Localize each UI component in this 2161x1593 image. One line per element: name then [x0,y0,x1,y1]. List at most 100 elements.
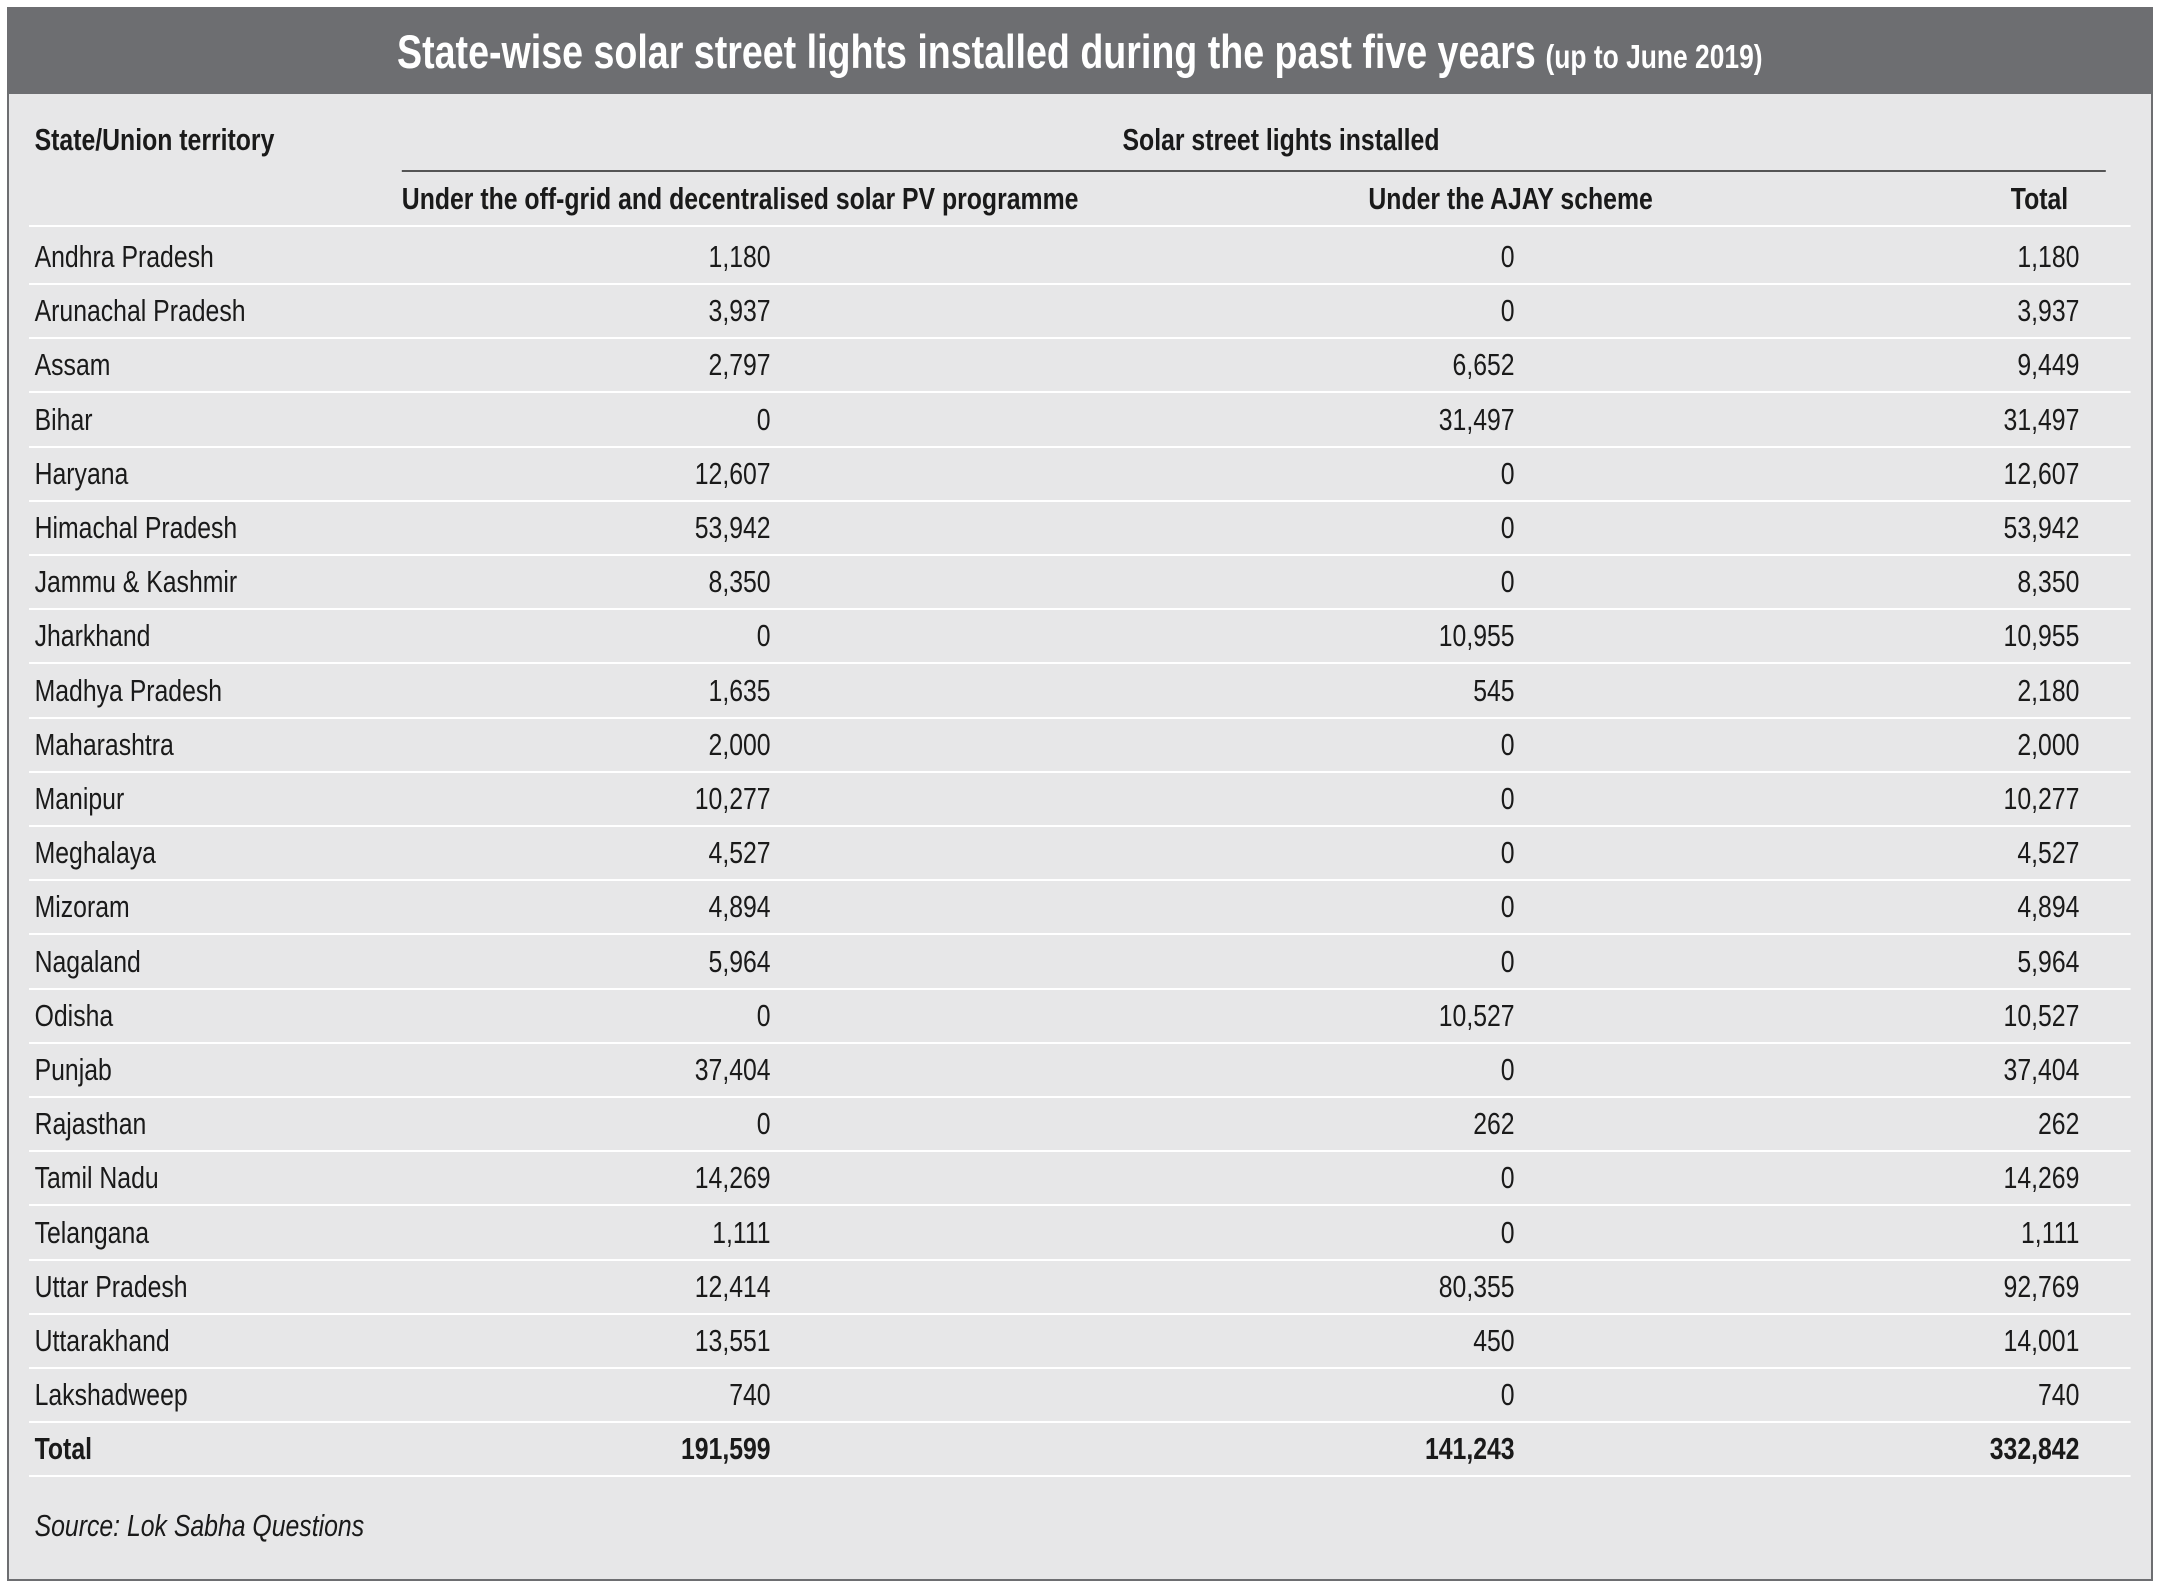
row-label: Meghalaya [34,835,156,871]
cell: 2,180 [2017,672,2080,708]
cell: 191,599 [680,1431,771,1467]
row-rule [29,1096,2131,1098]
cell: 1,111 [2021,1214,2080,1250]
cell: 10,277 [2003,781,2080,816]
row-rule [29,825,2131,827]
cell: 10,955 [1438,618,1515,654]
row-rule [29,1204,2131,1207]
row-rule [29,225,2131,227]
row-label: Odisha [34,997,114,1033]
group-rule [401,170,2106,172]
cell: 12,607 [694,455,771,491]
cell: 2,797 [708,347,771,383]
cell: 740 [729,1377,771,1413]
cell: 10,527 [1438,997,1515,1033]
row-rule [29,879,2131,882]
row-rule [29,662,2131,665]
title: State-wise solar street lights installed… [397,25,1536,78]
row-rule [29,770,2131,773]
cell: 80,355 [1438,1268,1515,1304]
table: State/Union territory Solar street light… [9,94,2151,1579]
cell: 0 [756,618,771,654]
row-label: Uttar Pradesh [34,1268,188,1304]
row-label: Jammu & Kashmir [34,564,238,600]
cell: 0 [1500,510,1515,545]
row-rule [29,987,2131,990]
cell: 37,404 [2003,1052,2080,1087]
row-rule [29,716,2131,719]
cell: 332,842 [1989,1431,2080,1467]
row-rule [29,1150,2131,1153]
source-note: Source: Lok Sabha Questions [34,1508,365,1543]
row-label: Manipur [34,781,125,816]
row-rule [29,1475,2131,1478]
cell: 37,404 [694,1052,771,1087]
row-label: Andhra Pradesh [34,239,214,274]
cell: 3,937 [708,293,771,329]
cell: 92,769 [2003,1268,2080,1304]
cell: 2,000 [2017,726,2080,762]
cell: 0 [1500,943,1515,979]
row-label: Tamil Nadu [34,1160,159,1196]
table-card: State-wise solar street lights installed… [7,7,2153,1581]
row-rule [29,608,2131,611]
cell: 4,527 [708,835,771,871]
cell: 4,527 [2017,835,2080,871]
cell: 0 [756,997,771,1033]
cell: 262 [2038,1106,2080,1142]
cell: 53,942 [694,510,771,545]
row-rule [29,1367,2131,1369]
cell: 10,955 [2003,618,2080,654]
row-label: Uttarakhand [34,1323,170,1358]
cell: 0 [1500,1160,1515,1196]
row-rule [29,1312,2131,1315]
row-label: Mizoram [34,889,130,925]
cell: 8,350 [2017,564,2080,600]
cell: 5,964 [708,943,771,979]
cell: 262 [1473,1106,1515,1142]
row-label: Jharkhand [34,618,151,654]
cell: 8,350 [708,564,771,600]
cell: 1,180 [708,239,771,274]
cell: 0 [1500,835,1515,871]
row-label: Punjab [34,1052,112,1087]
row-rule [29,391,2131,394]
row-label: Arunachal Pradesh [34,293,246,329]
row-label: Maharashtra [34,726,174,762]
cell: 9,449 [2017,347,2080,383]
cell: 13,551 [694,1323,771,1358]
column-header: Under the off-grid and decentralised sol… [401,181,1079,216]
cell: 1,180 [2017,239,2080,274]
row-rule [29,499,2131,502]
cell: 545 [1473,672,1515,708]
row-label: Rajasthan [34,1106,147,1142]
cell: 2,000 [708,726,771,762]
row-label: Nagaland [34,943,141,979]
cell: 1,111 [712,1214,771,1250]
subtitle: (up to June 2019) [1545,38,1763,75]
cell: 10,527 [2003,997,2080,1033]
cell: 0 [1500,889,1515,925]
cell: 53,942 [2003,510,2080,545]
cell: 0 [1500,781,1515,816]
row-label: Madhya Pradesh [34,672,223,708]
row-label: Lakshadweep [34,1377,188,1413]
column-header: Under the AJAY scheme [1368,181,1653,216]
cell: 0 [1500,455,1515,491]
cell: 0 [756,1106,771,1142]
row-label: Total [34,1431,92,1467]
row-rule [29,445,2131,448]
cell: 0 [1500,1052,1515,1087]
column-header: State/Union territory [34,122,275,157]
cell: 12,607 [2003,455,2080,491]
cell: 0 [1500,293,1515,329]
cell: 0 [1500,239,1515,274]
group-header: Solar street lights installed [1122,122,1440,157]
cell: 4,894 [2017,889,2080,925]
cell: 31,497 [2003,401,2080,437]
row-label: Telangana [34,1214,150,1250]
cell: 6,652 [1452,347,1515,383]
cell: 0 [1500,1377,1515,1413]
cell: 14,269 [2003,1160,2080,1196]
cell: 10,277 [694,781,771,816]
